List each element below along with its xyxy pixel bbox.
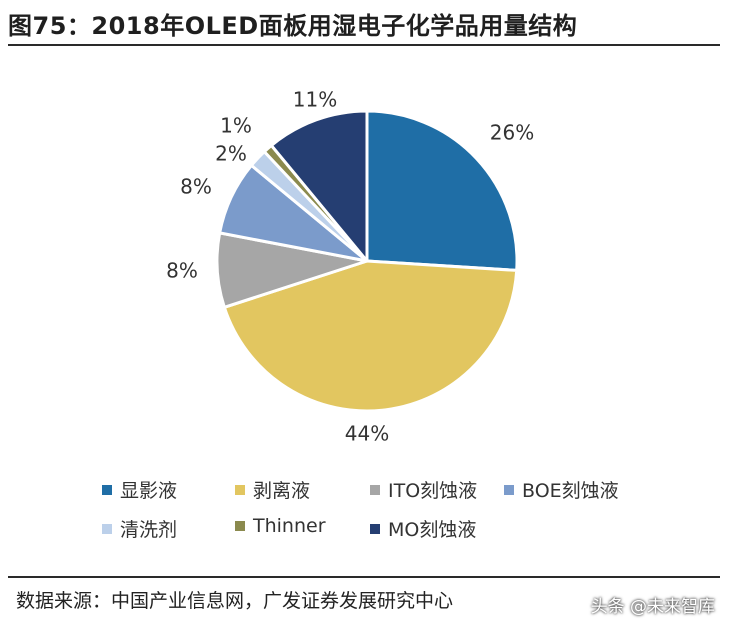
legend-label: Thinner: [253, 515, 326, 537]
data-label-4: 8%: [180, 175, 212, 199]
data-label-5: 2%: [215, 142, 247, 166]
legend-swatch: [504, 484, 514, 495]
legend-item-2: 剥离液: [235, 476, 310, 503]
legend-item-7: MO刻蚀液: [370, 515, 476, 542]
legend-item-3: ITO刻蚀液: [370, 476, 477, 503]
title-divider: [8, 44, 720, 46]
legend-swatch: [102, 523, 112, 534]
legend-label: ITO刻蚀液: [388, 480, 478, 502]
legend-label: 显影液: [120, 480, 178, 502]
data-label-7: 11%: [293, 88, 337, 112]
legend-item-4: BOE刻蚀液: [504, 476, 619, 503]
data-label-3: 8%: [166, 259, 198, 283]
chart-title: 图75：2018年OLED面板用湿电子化学品用量结构: [8, 12, 578, 40]
legend-swatch: [235, 484, 245, 495]
legend-swatch: [370, 523, 380, 534]
data-label-6: 1%: [220, 114, 252, 138]
legend-swatch: [102, 484, 112, 495]
source-divider: [8, 576, 720, 578]
legend-item-5: 清洗剂: [102, 515, 177, 542]
watermark: 头条 @未来智库: [590, 597, 715, 617]
pie-slice-1: [365, 109, 519, 272]
legend-label: 清洗剂: [120, 519, 178, 541]
data-label-1: 26%: [490, 121, 534, 145]
legend-item-6: Thinner: [235, 515, 326, 537]
pie-slice-7: [269, 109, 369, 263]
data-label-2: 44%: [345, 422, 389, 446]
pie-chart: 26%44%8%8%2%1%11%: [166, 88, 534, 446]
pie-slice-2: [222, 259, 519, 413]
legend-label: MO刻蚀液: [388, 519, 477, 541]
legend-label: 剥离液: [253, 480, 311, 502]
data-source-note: 数据来源：中国产业信息网，广发证券发展研究中心: [16, 590, 454, 612]
legend-swatch: [235, 521, 245, 531]
legend-item-1: 显影液: [102, 476, 177, 503]
legend-label: BOE刻蚀液: [522, 480, 619, 502]
legend-swatch: [370, 484, 380, 495]
